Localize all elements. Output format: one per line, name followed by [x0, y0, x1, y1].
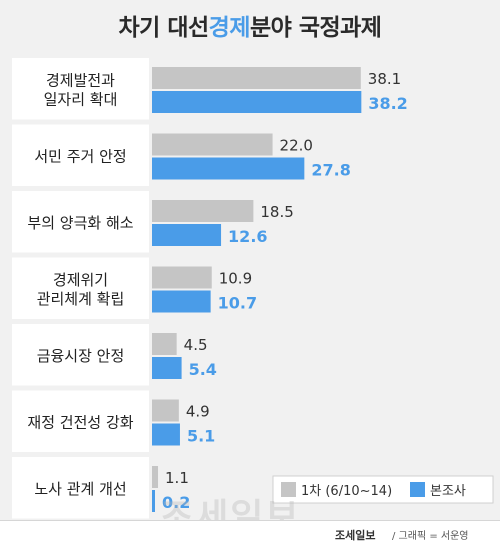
bar-series-1 — [152, 266, 212, 289]
bar-series-2 — [152, 423, 180, 446]
title-part-1: 차기 대선 — [118, 15, 210, 41]
bar-series-1 — [152, 133, 273, 156]
data-label-series-2: 38.2 — [368, 94, 407, 113]
legend-box — [272, 475, 494, 504]
chart-title: 차기 대선 경제 분야 국정과제 — [0, 0, 500, 50]
category-label-panel — [12, 457, 149, 519]
bar-series-2 — [152, 157, 305, 180]
bar-series-2 — [152, 357, 182, 379]
footer-credit: / 그래픽 = 서운영 — [392, 531, 469, 542]
data-label-series-2: 5.4 — [189, 360, 217, 379]
data-label-series-2: 5.1 — [187, 427, 215, 446]
category-label-panel — [12, 390, 149, 452]
data-label-series-2: 10.7 — [218, 294, 257, 313]
title-highlight: 경제 — [208, 15, 251, 41]
data-label-series-1: 10.9 — [219, 270, 252, 288]
bar-series-1 — [152, 200, 254, 222]
data-label-series-1: 18.5 — [260, 203, 293, 221]
data-label-series-1: 4.5 — [184, 336, 208, 354]
data-label-series-2: 12.6 — [228, 227, 267, 246]
bar-series-2 — [152, 224, 222, 246]
bar-series-1 — [152, 399, 179, 422]
category-label: 경제발전과 — [46, 71, 115, 89]
category-label-panel — [12, 58, 149, 120]
category-label-panel — [12, 124, 149, 186]
footer: 조세일보 / 그래픽 = 서운영 — [0, 520, 500, 547]
category-label: 노사 관계 개선 — [34, 480, 126, 498]
data-label-series-1: 4.9 — [186, 403, 210, 421]
data-label-series-1: 22.0 — [280, 137, 313, 155]
bar-series-2 — [152, 290, 211, 313]
data-label-series-2: 0.2 — [162, 493, 190, 512]
title-part-2: 분야 국정과제 — [250, 15, 382, 41]
category-label-panel — [12, 191, 149, 253]
legend-swatch-series-2 — [410, 482, 425, 497]
bar-series-2 — [152, 91, 362, 113]
category-label-panel — [12, 257, 149, 319]
category-label: 부의 양극화 해소 — [27, 214, 133, 232]
bar-series-2 — [152, 490, 155, 512]
category-label: 서민 주거 안정 — [34, 147, 126, 165]
category-label: 관리체계 확립 — [37, 290, 125, 308]
bar-series-1 — [152, 333, 177, 355]
bar-series-1 — [152, 466, 159, 488]
data-label-series-1: 1.1 — [165, 469, 189, 487]
legend-swatch-series-1 — [281, 482, 296, 497]
data-label-series-1: 38.1 — [368, 70, 401, 88]
legend-label-series-2: 본조사 — [430, 484, 466, 499]
bar-series-1 — [152, 67, 361, 89]
legend-label-series-1: 1차 (6/10~14) — [301, 484, 392, 499]
category-label: 금융시장 안정 — [37, 347, 125, 365]
category-label: 재정 건전성 강화 — [27, 413, 133, 431]
category-label: 일자리 확대 — [44, 90, 118, 108]
category-label-panel — [12, 324, 149, 386]
data-label-series-2: 27.8 — [311, 161, 350, 180]
category-label: 경제위기 — [53, 271, 108, 289]
footer-logo: 조세일보 — [335, 529, 376, 542]
